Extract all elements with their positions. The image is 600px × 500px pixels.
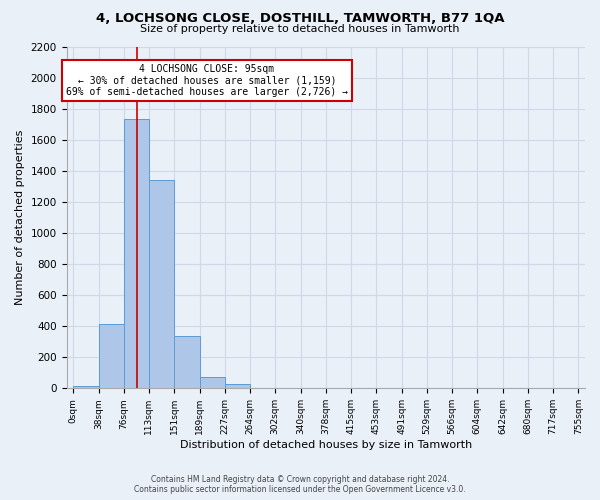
Bar <box>98 324 124 388</box>
Text: 4, LOCHSONG CLOSE, DOSTHILL, TAMWORTH, B77 1QA: 4, LOCHSONG CLOSE, DOSTHILL, TAMWORTH, B… <box>96 12 504 26</box>
Bar <box>73 386 98 388</box>
Text: Size of property relative to detached houses in Tamworth: Size of property relative to detached ho… <box>140 24 460 34</box>
Bar <box>124 119 149 388</box>
Bar <box>225 384 250 388</box>
Bar <box>200 376 225 388</box>
Text: 4 LOCHSONG CLOSE: 95sqm
← 30% of detached houses are smaller (1,159)
69% of semi: 4 LOCHSONG CLOSE: 95sqm ← 30% of detache… <box>66 64 348 97</box>
Bar <box>149 180 174 388</box>
Y-axis label: Number of detached properties: Number of detached properties <box>15 130 25 305</box>
X-axis label: Distribution of detached houses by size in Tamworth: Distribution of detached houses by size … <box>179 440 472 450</box>
Text: Contains HM Land Registry data © Crown copyright and database right 2024.
Contai: Contains HM Land Registry data © Crown c… <box>134 474 466 494</box>
Bar <box>174 336 200 388</box>
